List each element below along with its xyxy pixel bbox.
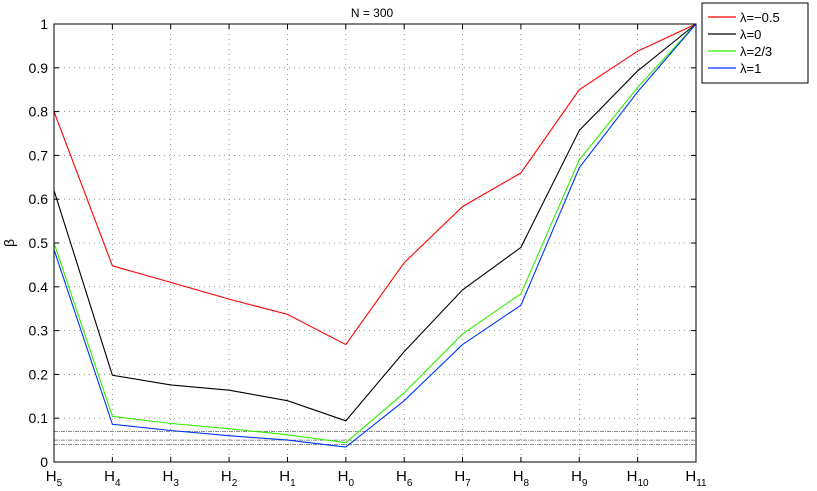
y-axis: 0 0.1 0.2 0.3 0.4 0.5 0.6 0.7 0.8 0.9 1: [29, 16, 696, 470]
legend-box: [701, 2, 809, 84]
series-line: [53, 23, 697, 346]
y-tick-label: 0.9: [29, 60, 49, 76]
x-tick-label: H11: [685, 468, 707, 489]
legend-label: λ=0: [740, 27, 761, 42]
y-tick-label: 0.4: [29, 279, 49, 295]
x-tick-label: H3: [163, 468, 180, 489]
legend-label: λ=2/3: [740, 44, 772, 59]
reference-lines: [54, 430, 696, 445]
x-tick-label: H1: [279, 468, 296, 489]
y-tick-label: 0.8: [29, 104, 49, 120]
legend: λ=−0.5 λ=0 λ=2/3 λ=1: [701, 2, 809, 84]
y-tick-label: 0.2: [29, 366, 49, 382]
x-axis: H5 H4 H3 H2 H1 H0 H6 H7 H8 H9 H10 H11: [46, 24, 707, 489]
y-axis-label: β: [1, 239, 17, 247]
y-tick-label: 0.7: [29, 147, 49, 163]
y-tick-label: 1: [40, 16, 48, 32]
series-line: [53, 23, 697, 448]
x-tick-label: H4: [104, 468, 121, 489]
series-line: [53, 23, 697, 444]
legend-label: λ=−0.5: [740, 10, 780, 25]
x-tick-label: H0: [338, 468, 355, 489]
x-tick-label: H6: [396, 468, 413, 489]
legend-label: λ=1: [740, 61, 761, 76]
x-tick-label: H9: [571, 468, 588, 489]
y-tick-label: 0.3: [29, 323, 49, 339]
grid: [54, 24, 696, 462]
series-layer: [53, 23, 697, 448]
y-tick-label: 0.6: [29, 191, 49, 207]
x-tick-label: H7: [454, 468, 471, 489]
chart-title: N = 300: [351, 6, 394, 20]
y-tick-label: 0.1: [29, 410, 49, 426]
series-line: [53, 23, 697, 422]
x-tick-label: H2: [221, 468, 238, 489]
y-tick-label: 0: [40, 454, 48, 470]
y-tick-label: 0.5: [29, 235, 49, 251]
x-tick-label: H5: [46, 468, 63, 489]
x-tick-label: H10: [627, 468, 649, 489]
x-tick-label: H8: [513, 468, 530, 489]
